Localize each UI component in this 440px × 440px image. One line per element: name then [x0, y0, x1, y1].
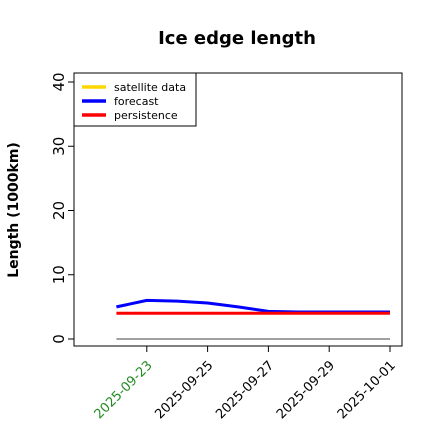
x-axis: 2025-09-232025-09-252025-09-272025-09-29…: [92, 346, 399, 422]
y-tick-label: 30: [50, 137, 68, 156]
y-tick-label: 0: [50, 334, 68, 344]
x-tick-label: 2025-09-23: [92, 358, 156, 422]
x-tick-label: 2025-09-25: [152, 358, 216, 422]
series-layer: [116, 298, 390, 340]
y-axis: 0 10 20 30 40: [50, 72, 74, 344]
y-axis-label: Length (1000km): [6, 142, 22, 278]
y-tick-label: 10: [50, 265, 68, 284]
x-tick-label: 2025-09-27: [213, 358, 277, 422]
chart-title: Ice edge length: [158, 28, 316, 49]
legend-label: forecast: [114, 95, 159, 108]
plot-frame: [73, 72, 403, 347]
legend-label: satellite data: [114, 81, 186, 94]
y-tick-label: 20: [50, 201, 68, 220]
y-tick-label: 40: [50, 72, 68, 91]
legend-label: persistence: [114, 109, 178, 122]
x-tick-label: 2025-09-29: [274, 358, 338, 422]
x-tick-label: 2025-10-01: [335, 358, 399, 422]
series-line-forecast: [116, 298, 390, 314]
